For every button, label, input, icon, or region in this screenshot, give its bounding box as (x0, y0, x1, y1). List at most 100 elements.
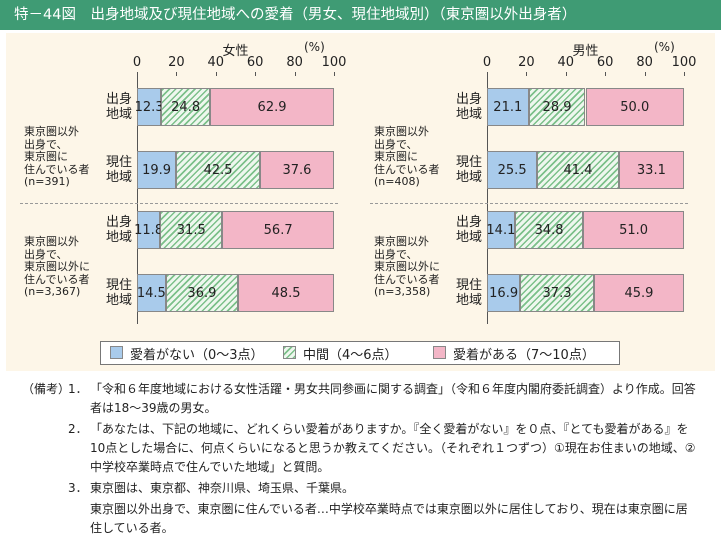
value-label: 56.7 (263, 222, 293, 238)
bar-segment: 12.3 (134, 88, 164, 126)
group-label: 出身で、 (374, 137, 418, 151)
category-label: 現住地域 (105, 278, 132, 308)
bar-segment: 11.8 (134, 211, 163, 249)
note-number: 1． (68, 382, 88, 396)
chart-panel (6, 33, 715, 371)
tick-mark (215, 72, 217, 76)
group-label: 東京圏に (24, 150, 68, 163)
value-label: 16.9 (489, 285, 519, 301)
unit-label: (%) (654, 40, 675, 54)
value-label: 51.0 (619, 222, 649, 238)
tick-mark (487, 72, 488, 76)
bar-segment: 21.1 (487, 88, 529, 126)
value-label: 34.8 (534, 222, 564, 238)
note-number: 2． (68, 422, 88, 436)
group-label: 出身で、 (24, 247, 68, 261)
bar-segment: 24.8 (161, 88, 211, 126)
note-text: 「あなたは、下記の地域に、どれくらい愛着がありますか。『全く愛着がない』を０点、… (90, 422, 696, 474)
bar-segment: 28.9 (528, 88, 586, 126)
bar-segment: 50.0 (585, 88, 684, 126)
category-label: 出身地域 (455, 92, 482, 122)
tick-mark (137, 72, 138, 76)
group-label: 東京圏以外に (24, 260, 90, 273)
bar-segment: 33.1 (618, 151, 684, 189)
notes-label: （備考） (22, 382, 71, 396)
legend-label: 中間（4～6点） (303, 348, 398, 363)
bar-segment: 45.9 (593, 274, 685, 312)
category-label: 現住地域 (105, 155, 132, 185)
group-label: 住んでいる者 (374, 162, 440, 176)
group-label: (n=391) (24, 175, 70, 188)
bar-segment: 25.5 (487, 151, 538, 189)
divider (20, 203, 338, 204)
tick-mark (255, 72, 257, 76)
value-label: 12.3 (134, 99, 164, 115)
value-label: 42.5 (203, 162, 233, 178)
panel-title: 男性 (572, 44, 599, 59)
axis-line (137, 76, 138, 324)
bar-segment: 48.5 (238, 274, 334, 312)
bar-segment: 56.7 (222, 211, 334, 249)
group-label: (n=3,358) (374, 285, 431, 298)
bar-segment: 14.5 (137, 274, 166, 312)
value-label: 48.5 (271, 285, 301, 301)
value-label: 37.6 (282, 162, 312, 178)
bar-segment: 36.9 (165, 274, 239, 312)
x-tick-label: 60 (246, 55, 264, 70)
tick-mark (334, 72, 335, 76)
value-label: 45.9 (624, 285, 654, 301)
value-label: 36.9 (187, 285, 217, 301)
value-label: 31.5 (176, 222, 206, 238)
value-label: 24.8 (171, 99, 201, 115)
note-text: 東京圏以外出身で、東京圏に住んでいる者…中学校卒業時点では東京圏以外に居住してお… (90, 502, 688, 535)
tick-mark (565, 72, 567, 76)
tick-mark (684, 72, 685, 76)
group-label: 住んでいる者 (374, 272, 440, 286)
bar-segment: 31.5 (160, 211, 223, 249)
category-label: 出身地域 (105, 92, 132, 122)
legend-label: 愛着がない（0～3点） (130, 348, 264, 363)
category-label: 出身地域 (455, 215, 482, 245)
bar-segment: 41.4 (537, 151, 619, 189)
group-label: 東京圏以外 (24, 235, 79, 248)
bar-segment: 42.5 (176, 151, 260, 189)
legend-box (100, 341, 620, 365)
legend-swatch (110, 346, 123, 359)
category-label: 現住地域 (455, 278, 482, 308)
x-tick-label: 20 (518, 55, 535, 70)
group-label: (n=408) (374, 175, 420, 188)
bar-segment: 51.0 (583, 211, 684, 249)
x-tick-label: 20 (168, 55, 185, 70)
x-tick-label: 100 (671, 55, 697, 70)
value-label: 28.9 (542, 99, 572, 115)
x-tick-label: 40 (207, 55, 225, 70)
x-tick-label: 40 (557, 55, 575, 70)
bar-segment: 37.6 (259, 151, 334, 189)
legend-swatch (433, 346, 446, 359)
value-label: 25.5 (497, 162, 527, 178)
tick-mark (644, 72, 646, 76)
figure-title: 特－44図 出身地域及び現住地域への愛着（男女、現住地域別）（東京圏以外出身者） (0, 0, 721, 30)
value-label: 19.9 (142, 162, 172, 178)
group-label: (n=3,367) (24, 285, 81, 298)
group-label: 東京圏以外に (374, 260, 440, 273)
tick-mark (294, 72, 296, 76)
x-tick-label: 0 (132, 55, 142, 70)
category-label: 現住地域 (455, 155, 482, 185)
x-tick-label: 80 (286, 55, 303, 70)
group-label: 東京圏以外 (374, 125, 429, 138)
x-tick-label: 0 (482, 55, 492, 70)
group-label: 住んでいる者 (24, 272, 90, 286)
x-tick-label: 100 (321, 55, 347, 70)
group-label: 東京圏以外 (374, 235, 429, 248)
value-label: 41.4 (563, 162, 593, 178)
group-label: 出身で、 (374, 247, 418, 261)
note-text: 「令和６年度地域における女性活躍・男女共同参画に関する調査」（令和６年度内閣府委… (90, 382, 696, 415)
bar-segment: 14.1 (486, 211, 515, 249)
legend-label: 愛着がある（7～10点） (453, 348, 595, 363)
value-label: 62.9 (257, 99, 287, 115)
axis-line (487, 76, 488, 324)
tick-mark (526, 72, 528, 76)
value-label: 50.0 (620, 99, 650, 115)
